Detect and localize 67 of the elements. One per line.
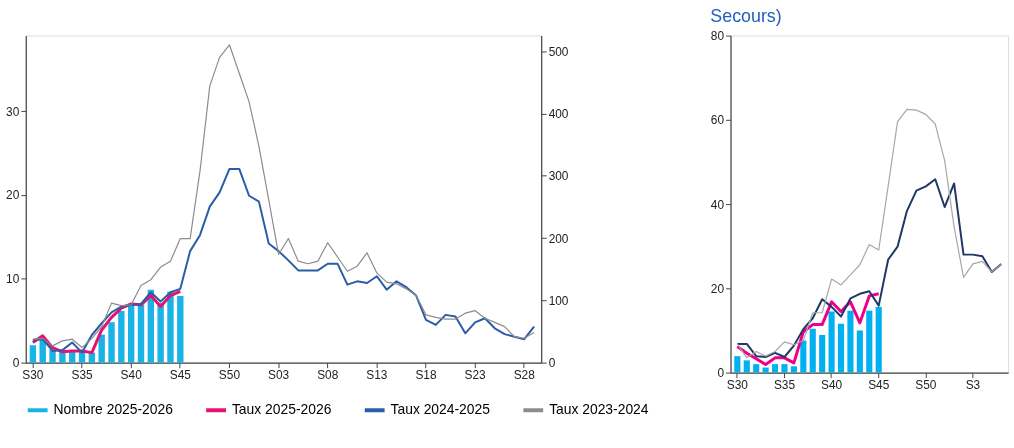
chart-title: Secours): [710, 5, 782, 26]
bar: [177, 296, 184, 363]
x-tick-label: S3: [965, 377, 981, 392]
x-tick-label: S35: [71, 368, 93, 383]
bar: [781, 364, 788, 373]
x-tick-label: S40: [821, 377, 843, 392]
x-tick-label: S40: [120, 368, 143, 383]
bar: [847, 310, 854, 373]
bar: [856, 330, 863, 373]
bar: [29, 345, 37, 363]
x-tick-label: S03: [268, 368, 290, 383]
x-tick-label: S30: [22, 368, 44, 383]
y-tick-label: 60: [710, 113, 725, 128]
y2-tick-label: 300: [548, 169, 569, 184]
legend-label: Taux 2024-2025: [390, 401, 491, 418]
x-tick-label: S18: [415, 368, 437, 383]
bar: [875, 306, 882, 373]
bar: [800, 340, 807, 373]
y2-tick-label: 200: [548, 231, 569, 246]
y-tick-label: 0: [717, 366, 725, 381]
bar: [828, 311, 835, 373]
bar: [809, 328, 816, 373]
bar: [771, 364, 779, 373]
bar: [59, 352, 66, 363]
x-tick-label: S35: [773, 377, 796, 392]
legend-label: Nombre 2025-2026: [53, 401, 174, 418]
bar: [819, 335, 826, 373]
line-series: [736, 178, 1003, 358]
x-tick-label: S30: [726, 377, 749, 392]
bar: [866, 310, 873, 373]
bar: [790, 366, 797, 373]
y2-tick-label: 100: [548, 293, 569, 308]
x-tick-label: S50: [915, 377, 937, 392]
x-tick-label: S28: [513, 368, 536, 383]
bar: [118, 310, 125, 363]
x-tick-label: S50: [218, 368, 241, 383]
bar: [157, 302, 164, 363]
bar: [98, 334, 105, 363]
line-series: [32, 44, 535, 349]
bar: [127, 304, 135, 363]
bar: [108, 322, 115, 363]
y-tick-label: 40: [710, 197, 725, 212]
line-series: [736, 108, 1002, 359]
x-tick-label: S45: [868, 377, 890, 392]
legend-label: Taux 2025-2026: [231, 401, 332, 418]
bar: [762, 367, 769, 373]
bar: [837, 323, 845, 373]
legend-label: Taux 2023-2024: [549, 401, 649, 418]
y-tick-label: 0: [12, 356, 20, 371]
y-tick-label: 20: [710, 281, 725, 296]
x-tick-label: S13: [366, 368, 388, 383]
bar: [753, 364, 760, 373]
y2-tick-label: 400: [548, 106, 569, 121]
bar: [137, 304, 145, 363]
x-tick-label: S45: [169, 368, 192, 383]
y-tick-label: 10: [6, 272, 20, 287]
bar: [743, 360, 750, 373]
y2-tick-label: 500: [548, 44, 569, 59]
y-tick-label: 30: [6, 104, 20, 119]
y-tick-label: 80: [710, 29, 725, 44]
x-tick-label: S08: [317, 368, 339, 383]
line-series: [31, 167, 536, 354]
y-tick-label: 20: [6, 188, 20, 203]
bar: [734, 356, 741, 373]
y2-tick-label: 0: [548, 356, 556, 371]
x-tick-label: S23: [464, 368, 487, 383]
bar: [167, 291, 174, 363]
